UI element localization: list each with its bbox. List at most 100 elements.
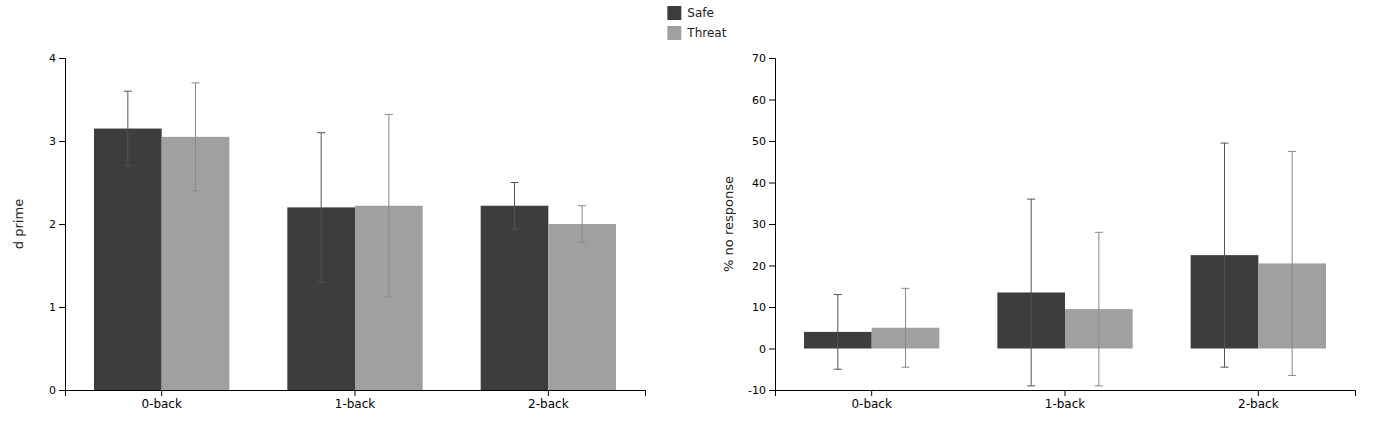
legend-item: Threat <box>667 26 726 40</box>
x-tick: 0-back <box>851 390 892 411</box>
error-cap <box>834 369 842 370</box>
x-tick: 1-back <box>335 390 376 411</box>
error-bar <box>1221 143 1229 367</box>
error-cap <box>511 182 519 183</box>
y-tick-label: 20 <box>752 260 766 273</box>
x-tick: 2-back <box>1238 390 1279 411</box>
error-cap <box>1221 143 1229 144</box>
error-line <box>1098 232 1099 386</box>
error-bar <box>1027 199 1035 386</box>
error-bar <box>1288 151 1296 375</box>
error-bar <box>192 83 200 191</box>
x-tick-label: 2-back <box>528 397 569 411</box>
error-bar <box>902 288 910 367</box>
y-axis: -10010203040506070 <box>748 52 775 397</box>
y-tick-mark <box>769 224 775 225</box>
error-cap <box>1288 375 1296 376</box>
error-cap <box>192 190 200 191</box>
x-tick-mark <box>1258 390 1259 396</box>
error-bar <box>578 206 586 243</box>
error-cap <box>317 282 325 283</box>
error-cap <box>834 294 842 295</box>
error-line <box>905 288 906 367</box>
error-line <box>127 91 128 166</box>
error-line <box>321 133 322 282</box>
error-bar <box>124 91 132 166</box>
legend-label: Safe <box>687 6 714 20</box>
y-tick: 10 <box>752 301 775 314</box>
series <box>872 151 1326 385</box>
error-bar <box>385 114 393 297</box>
x-tick-label: 0-back <box>851 397 892 411</box>
x-tick-label: 0-back <box>141 397 182 411</box>
marks <box>804 143 1326 386</box>
error-line <box>1224 143 1225 367</box>
x-tick: 1-back <box>1045 390 1086 411</box>
legend-label: Threat <box>686 26 726 40</box>
marks <box>94 83 616 390</box>
y-axis: 01234 <box>49 52 66 397</box>
bar <box>94 129 162 390</box>
y-tick-mark <box>59 390 65 391</box>
error-cap <box>1027 199 1035 200</box>
legend-swatch <box>667 6 681 20</box>
chart: 0-back1-back2-back01234d primeSafeThreat… <box>0 0 1394 426</box>
error-bar <box>317 133 325 282</box>
error-cap <box>1221 367 1229 368</box>
error-line <box>582 206 583 243</box>
x-axis: 0-back 1-back 2-back <box>66 390 646 411</box>
y-tick-label: 3 <box>49 135 56 148</box>
y-tick-label: 4 <box>49 52 56 65</box>
series <box>162 83 616 390</box>
y-tick-mark <box>769 141 775 142</box>
error-cap <box>1288 151 1296 152</box>
y-tick-mark <box>769 100 775 101</box>
error-cap <box>385 297 393 298</box>
error-cap <box>192 82 200 83</box>
y-tick-mark <box>59 58 65 59</box>
y-tick-label: 2 <box>49 218 56 231</box>
x-tick-mark <box>548 390 549 396</box>
error-line <box>1292 151 1293 375</box>
y-tick-label: 1 <box>49 301 56 314</box>
error-cap <box>578 242 586 243</box>
y-tick-label: 10 <box>752 301 766 314</box>
x-axis-line <box>66 391 646 397</box>
series <box>804 143 1258 386</box>
y-tick-label: 60 <box>752 94 766 107</box>
legend-swatch <box>667 26 681 40</box>
y-tick: 20 <box>752 260 775 273</box>
x-tick-mark <box>1065 390 1066 396</box>
y-tick-mark <box>769 266 775 267</box>
y-tick: 70 <box>752 52 775 65</box>
y-tick: -10 <box>748 384 775 397</box>
error-cap <box>578 205 586 206</box>
error-line <box>1031 199 1032 386</box>
error-cap <box>902 288 910 289</box>
error-cap <box>902 367 910 368</box>
x-tick-mark <box>871 390 872 396</box>
y-tick-label: 0 <box>759 343 766 356</box>
y-tick-label: 50 <box>752 135 766 148</box>
panel: 0-back1-back2-back01234d prime <box>11 52 646 411</box>
x-axis: 0-back 1-back 2-back <box>776 390 1356 411</box>
panel: 0-back1-back2-back-10010203040506070% no… <box>721 52 1356 411</box>
y-tick: 3 <box>49 135 65 148</box>
x-tick: 2-back <box>528 390 569 411</box>
y-tick: 4 <box>49 52 65 65</box>
error-bar <box>511 183 519 229</box>
y-tick-mark <box>769 349 775 350</box>
y-tick-mark <box>59 224 65 225</box>
bar <box>548 224 616 390</box>
y-tick-label: 30 <box>752 218 766 231</box>
error-line <box>514 183 515 229</box>
legend: Safe Threat <box>667 6 726 40</box>
y-tick-mark <box>59 307 65 308</box>
y-tick: 0 <box>759 343 775 356</box>
error-cap <box>124 91 132 92</box>
y-tick: 50 <box>752 135 775 148</box>
y-tick: 30 <box>752 218 775 231</box>
error-cap <box>1095 385 1103 386</box>
y-axis-line <box>769 59 776 391</box>
x-tick-label: 2-back <box>1238 397 1279 411</box>
